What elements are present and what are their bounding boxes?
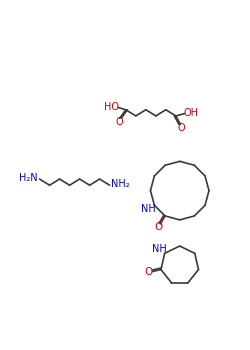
Text: O: O [178,123,185,133]
Text: O: O [154,222,163,232]
Text: NH₂: NH₂ [111,180,130,189]
Text: O: O [116,117,124,127]
Text: H₂N: H₂N [20,173,38,183]
Text: HO: HO [104,102,119,112]
Text: NH: NH [152,244,167,254]
Text: NH: NH [141,204,156,214]
Text: OH: OH [184,108,199,118]
Text: O: O [145,267,153,277]
